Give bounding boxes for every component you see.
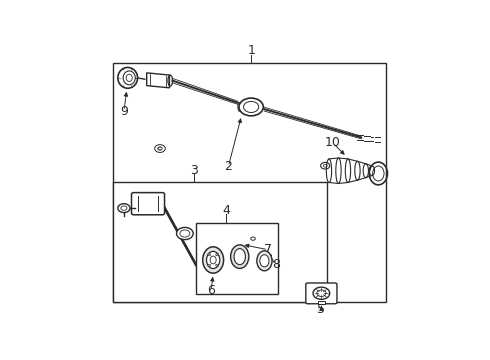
Text: 6: 6 bbox=[207, 284, 215, 297]
Ellipse shape bbox=[234, 249, 245, 265]
Text: 3: 3 bbox=[190, 164, 198, 177]
Bar bbox=[318, 301, 325, 304]
Circle shape bbox=[208, 253, 211, 256]
Ellipse shape bbox=[260, 255, 269, 267]
Text: 4: 4 bbox=[222, 204, 230, 217]
Text: 10: 10 bbox=[325, 136, 341, 149]
Text: 1: 1 bbox=[247, 44, 255, 57]
Circle shape bbox=[208, 264, 211, 266]
FancyBboxPatch shape bbox=[306, 283, 337, 304]
Circle shape bbox=[176, 228, 193, 240]
Circle shape bbox=[216, 253, 219, 256]
Text: 2: 2 bbox=[224, 160, 232, 173]
Bar bbox=[196, 223, 278, 294]
FancyBboxPatch shape bbox=[131, 193, 165, 215]
Text: 8: 8 bbox=[272, 258, 280, 271]
Ellipse shape bbox=[203, 247, 223, 273]
Text: 7: 7 bbox=[264, 243, 272, 256]
Circle shape bbox=[216, 264, 219, 266]
Bar bbox=[113, 182, 327, 302]
Ellipse shape bbox=[231, 245, 249, 269]
Ellipse shape bbox=[257, 251, 272, 271]
Circle shape bbox=[239, 98, 263, 116]
Bar bbox=[113, 63, 386, 302]
Ellipse shape bbox=[206, 251, 220, 269]
Text: 5: 5 bbox=[318, 303, 325, 316]
Text: 9: 9 bbox=[120, 105, 128, 118]
Polygon shape bbox=[147, 73, 170, 88]
